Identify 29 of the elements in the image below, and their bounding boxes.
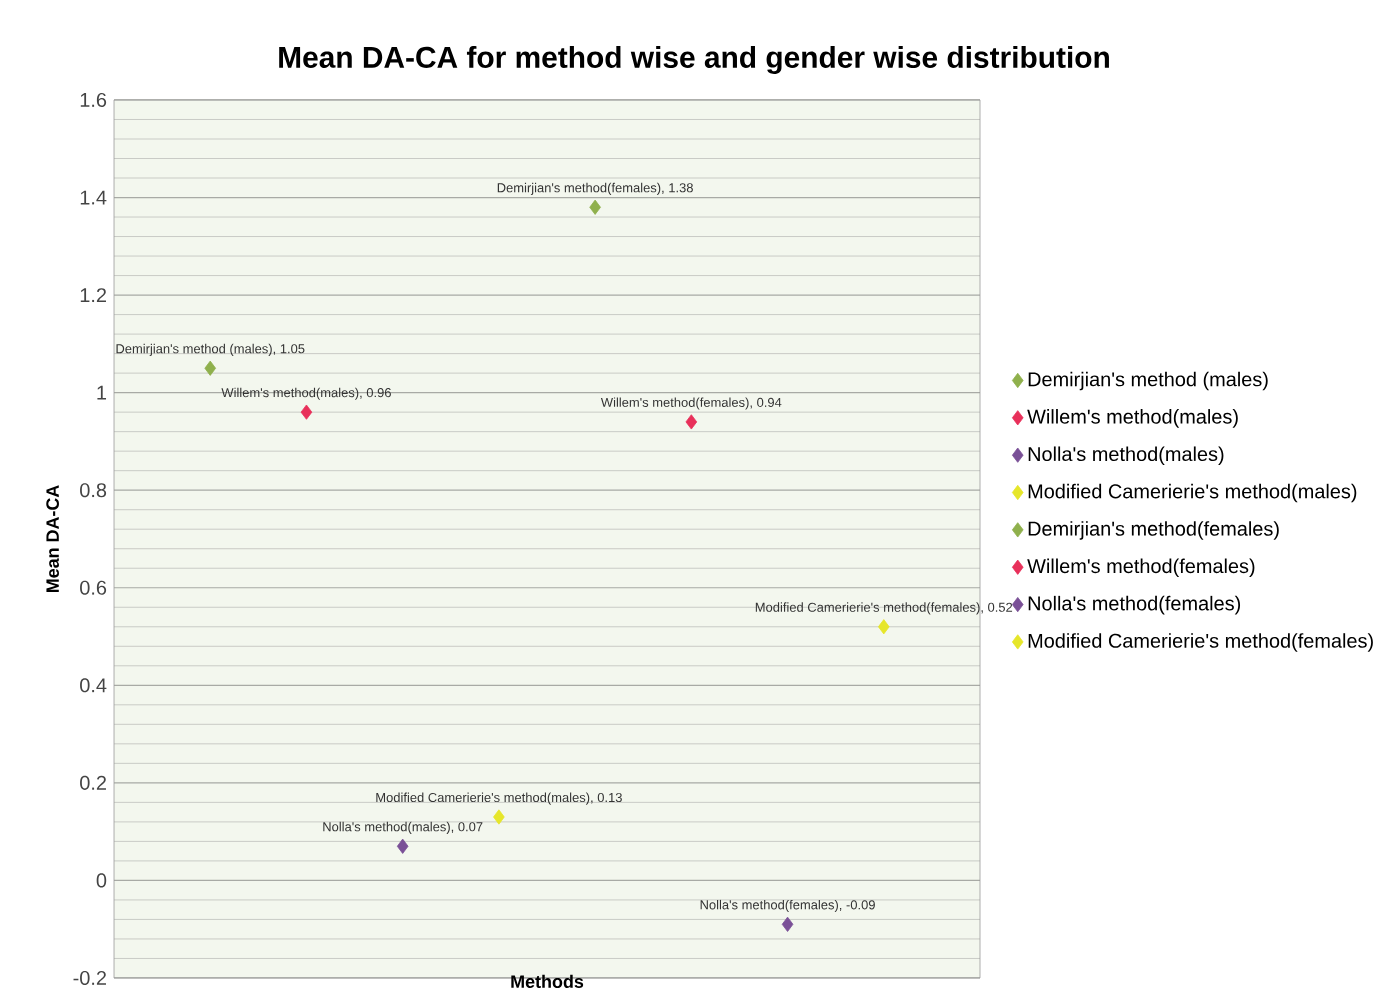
y-tick-label: 1.4	[80, 190, 107, 205]
point	[878, 619, 890, 635]
point	[781, 916, 794, 932]
legend-label: Modified Camerierie's method(females)	[1028, 633, 1373, 652]
legend-label: Nolla's method(females)	[1028, 595, 1241, 615]
legend-label: Willem's method(males)	[1027, 409, 1238, 428]
y-tick-label: 0.6	[80, 580, 107, 595]
y-tick-label: -0.2	[73, 970, 106, 986]
y-tick-label: 1	[97, 385, 107, 400]
y-tick-label: 0	[96, 873, 107, 888]
y-tick-label: 0.4	[80, 678, 107, 693]
y-tick-label: 0.2	[80, 775, 106, 790]
point	[300, 404, 313, 420]
legend-label: Demirjian's method (males)	[1028, 371, 1268, 391]
legend-label: Willem's method(females)	[1027, 558, 1255, 578]
point	[589, 199, 601, 215]
point	[493, 809, 505, 825]
y-tick-label: 1.2	[80, 288, 106, 303]
chart-title: Mean DA-CA for method wise and gender wise distribution	[279, 45, 1109, 74]
y-axis-title: Mean DA-CA	[46, 485, 59, 593]
point	[685, 414, 698, 430]
y-tick-label: 1.6	[80, 92, 107, 108]
x-axis-title: Methods	[511, 974, 584, 988]
point	[204, 360, 217, 376]
y-tick-label: 0.8	[80, 483, 107, 498]
point	[396, 838, 409, 854]
legend-label: Nolla's method(males)	[1028, 446, 1224, 466]
legend-label: Modified Camerierie's method(males)	[1028, 483, 1357, 503]
legend-label: Demirjian's method(females)	[1028, 521, 1279, 540]
